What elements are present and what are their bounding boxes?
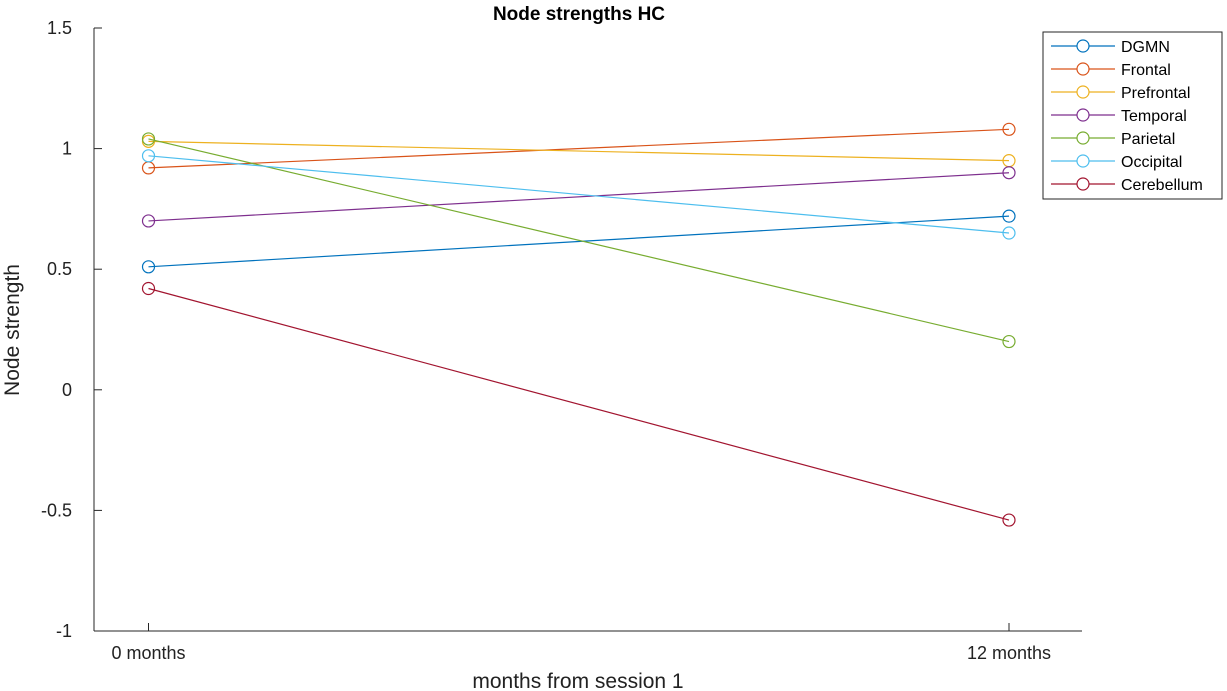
x-axis-label: months from session 1 xyxy=(472,670,683,691)
data-point-temporal xyxy=(1002,166,1016,180)
y-tick-label: 1.5 xyxy=(47,18,72,38)
legend-label-dgmn: DGMN xyxy=(1121,39,1170,56)
legend-label-frontal: Frontal xyxy=(1121,62,1171,79)
y-tick-label: 0 xyxy=(62,380,72,400)
y-tick-label: 1 xyxy=(62,139,72,159)
y-ticks: -1 -0.5 0 0.5 1 1.5 xyxy=(41,18,102,641)
y-tick-label: -1 xyxy=(56,621,72,641)
series-line-cerebellum xyxy=(148,287,1010,521)
legend: DGMN Frontal Prefrontal Temporal Parietal Occ… xyxy=(1042,31,1223,200)
legend-marker-prefrontal xyxy=(1076,85,1090,99)
series-line-temporal xyxy=(148,172,1010,222)
chart-title: Node strengths HC xyxy=(493,4,665,25)
y-tick-label: -0.5 xyxy=(41,500,72,520)
data-point-parietal xyxy=(141,132,156,146)
data-point-occipital xyxy=(141,149,156,163)
data-point-cerebellum xyxy=(141,281,156,296)
legend-marker-cerebellum xyxy=(1076,177,1090,191)
legend-marker-occipital xyxy=(1076,154,1090,168)
x-ticks: 0 months 12 months xyxy=(111,623,1051,663)
series-group xyxy=(141,122,1016,527)
legend-marker-temporal xyxy=(1076,108,1090,122)
data-point-dgmn xyxy=(141,260,156,274)
series-line-dgmn xyxy=(148,215,1010,268)
legend-label-prefrontal: Prefrontal xyxy=(1121,85,1190,102)
data-point-temporal xyxy=(141,214,156,228)
legend-label-temporal: Temporal xyxy=(1121,108,1187,125)
x-tick-label: 0 months xyxy=(111,643,185,663)
legend-marker-parietal xyxy=(1076,131,1090,145)
series-line-frontal xyxy=(148,128,1010,169)
legend-label-parietal: Parietal xyxy=(1121,131,1175,148)
x-tick-label: 12 months xyxy=(967,643,1051,663)
data-point-parietal xyxy=(1002,334,1016,349)
data-point-frontal xyxy=(1002,122,1016,136)
data-point-dgmn xyxy=(1002,209,1016,223)
y-tick-label: 0.5 xyxy=(47,259,72,279)
series-line-occipital xyxy=(148,155,1010,234)
y-axis-label: Node strength xyxy=(1,264,24,396)
legend-label-cerebellum: Cerebellum xyxy=(1121,177,1203,194)
data-point-occipital xyxy=(1002,226,1016,240)
data-point-cerebellum xyxy=(1002,513,1016,527)
axes xyxy=(93,28,1082,632)
legend-marker-frontal xyxy=(1076,62,1090,76)
series-line-prefrontal xyxy=(148,140,1010,162)
legend-marker-dgmn xyxy=(1076,39,1090,53)
legend-label-occipital: Occipital xyxy=(1121,154,1182,171)
series-line-parietal xyxy=(148,138,1010,343)
